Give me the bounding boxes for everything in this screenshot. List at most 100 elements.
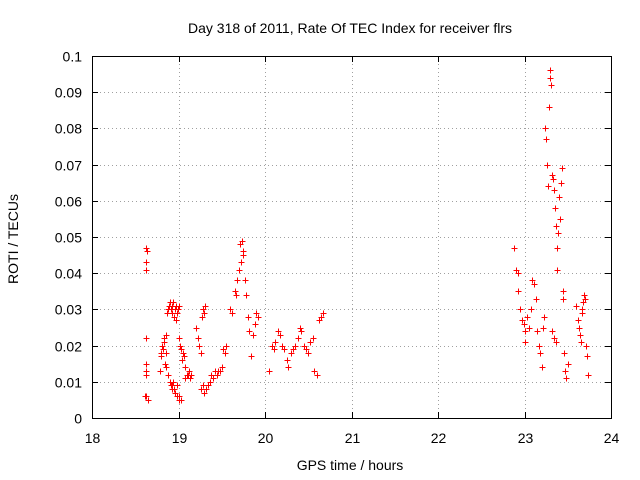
data-point <box>248 353 255 360</box>
x-axis-label: GPS time / hours <box>297 457 404 473</box>
data-point <box>584 353 591 360</box>
data-point <box>583 343 590 350</box>
data-point <box>143 245 150 252</box>
data-point <box>298 328 305 335</box>
data-point <box>281 346 288 353</box>
data-point <box>202 303 209 310</box>
data-point <box>144 248 151 255</box>
data-point <box>311 368 318 375</box>
data-point <box>524 314 531 321</box>
data-point <box>548 82 555 89</box>
y-tick-label: 0.09 <box>55 85 82 101</box>
data-point <box>143 259 150 266</box>
data-point <box>170 379 177 386</box>
data-point <box>181 353 188 360</box>
data-point <box>547 75 554 82</box>
x-tick-label: 18 <box>85 430 101 446</box>
x-tick-label: 19 <box>172 430 188 446</box>
data-point <box>549 328 556 335</box>
data-point <box>171 386 178 393</box>
data-point <box>582 296 589 303</box>
data-point <box>515 288 522 295</box>
data-point <box>284 357 291 364</box>
data-point <box>559 165 566 172</box>
x-tick-label: 23 <box>518 430 534 446</box>
data-point <box>238 259 245 266</box>
data-point <box>252 321 259 328</box>
data-points <box>142 67 592 404</box>
data-point <box>521 321 528 328</box>
data-point <box>170 299 177 306</box>
data-point <box>519 317 526 324</box>
data-point <box>554 267 561 274</box>
data-point <box>199 314 206 321</box>
data-point <box>515 270 522 277</box>
axis-ticks <box>92 56 612 419</box>
data-point <box>195 335 202 342</box>
data-point <box>217 368 224 375</box>
x-tick-label: 24 <box>604 430 620 446</box>
data-point <box>307 339 314 346</box>
x-tick-label: 21 <box>345 430 361 446</box>
y-tick-label: 0 <box>74 411 82 427</box>
data-point <box>157 368 164 375</box>
data-point <box>558 180 565 187</box>
data-point <box>529 277 536 284</box>
data-point <box>160 346 167 353</box>
data-point <box>219 364 226 371</box>
data-point <box>295 335 302 342</box>
data-point <box>220 346 227 353</box>
data-point <box>188 372 195 379</box>
data-point <box>543 136 550 143</box>
data-point <box>522 339 529 346</box>
data-point <box>579 310 586 317</box>
x-tick-label: 22 <box>431 430 447 446</box>
data-point <box>246 328 253 335</box>
data-point <box>177 343 184 350</box>
data-point <box>560 288 567 295</box>
y-axis-label: ROTI / TECUs <box>5 194 21 284</box>
data-point <box>250 332 257 339</box>
y-tick-label: 0.03 <box>55 302 82 318</box>
data-point <box>555 230 562 237</box>
data-point <box>143 361 150 368</box>
data-point <box>560 296 567 303</box>
data-point <box>176 303 183 310</box>
data-point <box>581 292 588 299</box>
data-point <box>237 241 244 248</box>
data-point <box>578 339 585 346</box>
data-point <box>143 335 150 342</box>
data-point <box>145 397 152 404</box>
data-point <box>232 288 239 295</box>
data-point <box>585 372 592 379</box>
data-point <box>240 252 247 259</box>
data-point <box>227 306 234 313</box>
y-tick-label: 0.07 <box>55 158 82 174</box>
data-point <box>233 292 240 299</box>
data-point <box>297 325 304 332</box>
data-point <box>292 343 299 350</box>
data-point <box>277 332 284 339</box>
data-point <box>552 205 559 212</box>
data-point <box>557 216 564 223</box>
data-point <box>536 343 543 350</box>
data-point <box>526 325 533 332</box>
data-point <box>193 325 200 332</box>
y-tick-label: 0.06 <box>55 194 82 210</box>
data-point <box>275 328 282 335</box>
data-point <box>562 368 569 375</box>
data-point <box>174 310 181 317</box>
data-point <box>143 393 150 400</box>
data-point <box>236 267 243 274</box>
data-point <box>163 364 170 371</box>
data-point <box>178 346 185 353</box>
data-point <box>547 67 554 74</box>
grid <box>92 56 611 418</box>
y-tick-label: 0.01 <box>55 375 82 391</box>
data-point <box>533 296 540 303</box>
data-point <box>245 314 252 321</box>
data-point <box>517 306 524 313</box>
data-point <box>577 332 584 339</box>
chart-title: Day 318 of 2011, Rate Of TEC Index for r… <box>188 20 512 36</box>
